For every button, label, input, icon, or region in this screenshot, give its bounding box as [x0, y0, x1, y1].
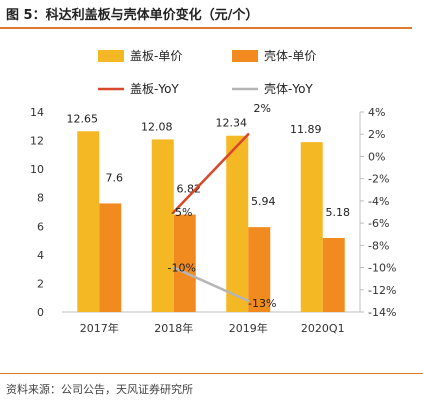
x-tick-label: 2018年 [154, 321, 193, 335]
bar-data-label: 12.34 [216, 117, 248, 130]
legend-label: 壳体-单价 [264, 49, 316, 63]
bar [99, 203, 122, 312]
y-left-tick-label: 14 [30, 106, 44, 119]
y-left-tick-label: 4 [37, 249, 44, 262]
title-divider [0, 27, 412, 29]
bar [173, 214, 196, 312]
y-left-tick-label: 8 [37, 192, 44, 205]
bar [322, 238, 345, 312]
y-left-tick-label: 12 [30, 135, 44, 148]
y-left-tick-label: 10 [30, 163, 44, 176]
line-series [172, 266, 250, 303]
y-right-tick-label: -6% [368, 217, 389, 230]
y-left-tick-label: 0 [37, 306, 44, 319]
legend-label: 壳体-YoY [264, 82, 313, 96]
legend-swatch [98, 50, 124, 62]
line-data-label: -5% [171, 206, 192, 219]
x-tick-label: 2017年 [80, 321, 119, 335]
bar [226, 135, 249, 312]
bar-data-label: 6.82 [177, 183, 202, 196]
y-right-tick-label: 0% [368, 150, 385, 163]
bar [77, 131, 100, 312]
bar [151, 139, 174, 312]
bar-data-label: 5.94 [251, 195, 276, 208]
y-right-tick-label: 4% [368, 106, 385, 119]
x-tick-label: 2019年 [229, 321, 268, 335]
y-left-tick-label: 6 [37, 220, 44, 233]
bar [248, 227, 271, 312]
bar-data-label: 12.65 [67, 112, 99, 125]
line-data-label: -13% [248, 297, 276, 310]
y-right-tick-label: -12% [368, 284, 396, 297]
plot-area: 0 2 4 6 8 10 12 14 4% 2% 0% -2% -4% -6% -8% -10% -12% -14… [30, 102, 396, 335]
footer-divider [0, 373, 423, 374]
bar-series-group [77, 131, 345, 312]
y-right-tick-label: -14% [368, 306, 396, 319]
y-right-tick-label: -8% [368, 239, 389, 252]
y-right-tick-label: -4% [368, 195, 389, 208]
bar-data-label: 5.18 [326, 206, 351, 219]
y-right-tick-label: 2% [368, 128, 385, 141]
line-series [172, 132, 250, 214]
legend-label: 盖板-单价 [130, 49, 182, 63]
line-data-label: -10% [168, 262, 196, 275]
line-data-label: 2% [254, 102, 271, 115]
bar-data-label: 7.6 [106, 171, 124, 184]
bar-data-label: 11.89 [290, 123, 322, 136]
y-left-tick-label: 2 [37, 277, 44, 290]
figure-title: 图 5：科达利盖板与壳体单价变化（元/个） [6, 8, 259, 23]
y-right-tick-label: -2% [368, 173, 389, 186]
source-note: 资料来源：公司公告，天风证券研究所 [6, 383, 193, 396]
legend-label: 盖板-YoY [130, 82, 179, 96]
bar-data-label: 12.08 [141, 120, 173, 133]
bar [300, 142, 323, 312]
x-tick-label: 2020Q1 [301, 322, 345, 335]
y-right-tick-label: -10% [368, 262, 396, 275]
legend-swatch [232, 50, 258, 62]
